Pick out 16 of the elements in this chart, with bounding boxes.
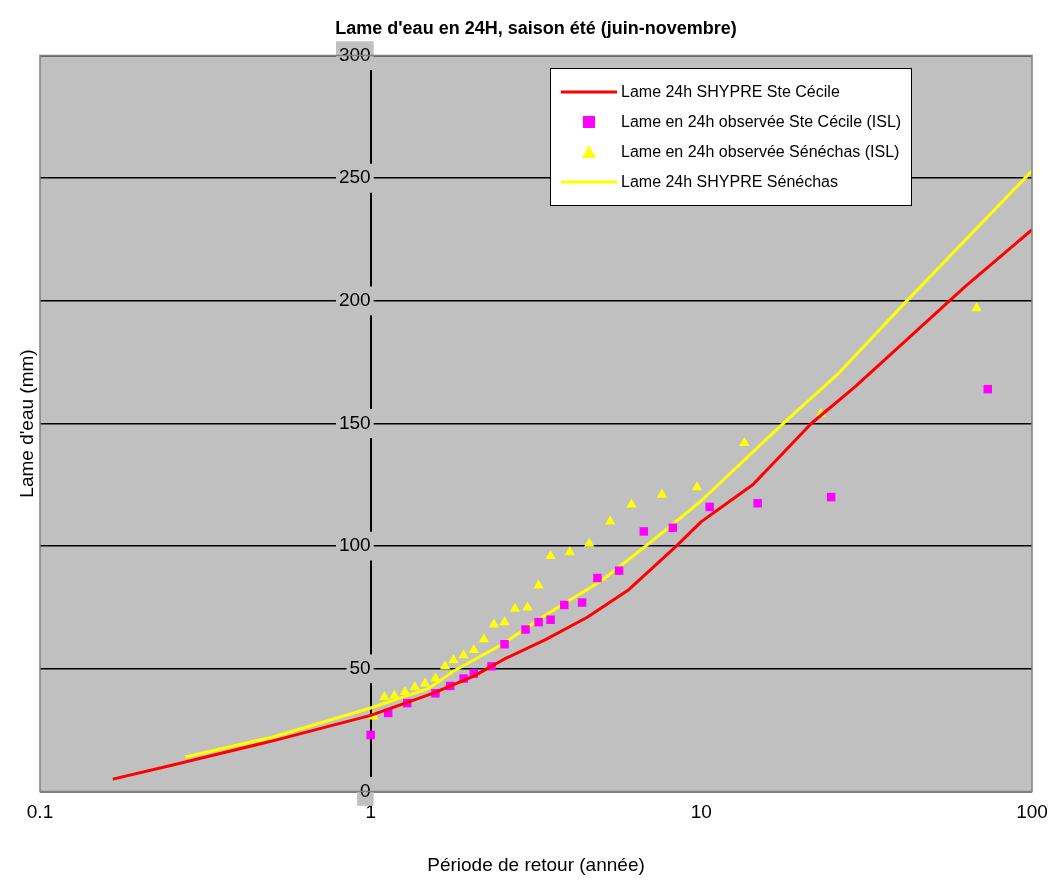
legend-label: Lame en 24h observée Ste Cécile (ISL)	[621, 112, 902, 131]
x-tick-label: 1	[365, 801, 376, 823]
y-tick-label: 200	[338, 289, 371, 311]
chart-title: Lame d'eau en 24H, saison été (juin-novembre)	[335, 17, 737, 38]
y-tick-label: 100	[338, 534, 371, 556]
x-axis-title: Période de retour (année)	[427, 853, 645, 875]
x-tick-label: 100	[1016, 801, 1048, 823]
y-tick-label: 50	[349, 657, 371, 678]
x-tick-label: 0.1	[26, 801, 54, 823]
x-tick-label: 10	[690, 801, 712, 823]
legend-label: Lame en 24h observée Sénéchas (ISL)	[621, 142, 900, 161]
y-axis-title: Lame d'eau (mm)	[16, 349, 38, 498]
y-tick-label: 150	[338, 411, 371, 433]
legend-label: Lame 24h SHYPRE Ste Cécile	[621, 82, 840, 101]
y-tick-label: 250	[338, 166, 371, 188]
legend-label: Lame 24h SHYPRE Sénéchas	[621, 172, 839, 191]
